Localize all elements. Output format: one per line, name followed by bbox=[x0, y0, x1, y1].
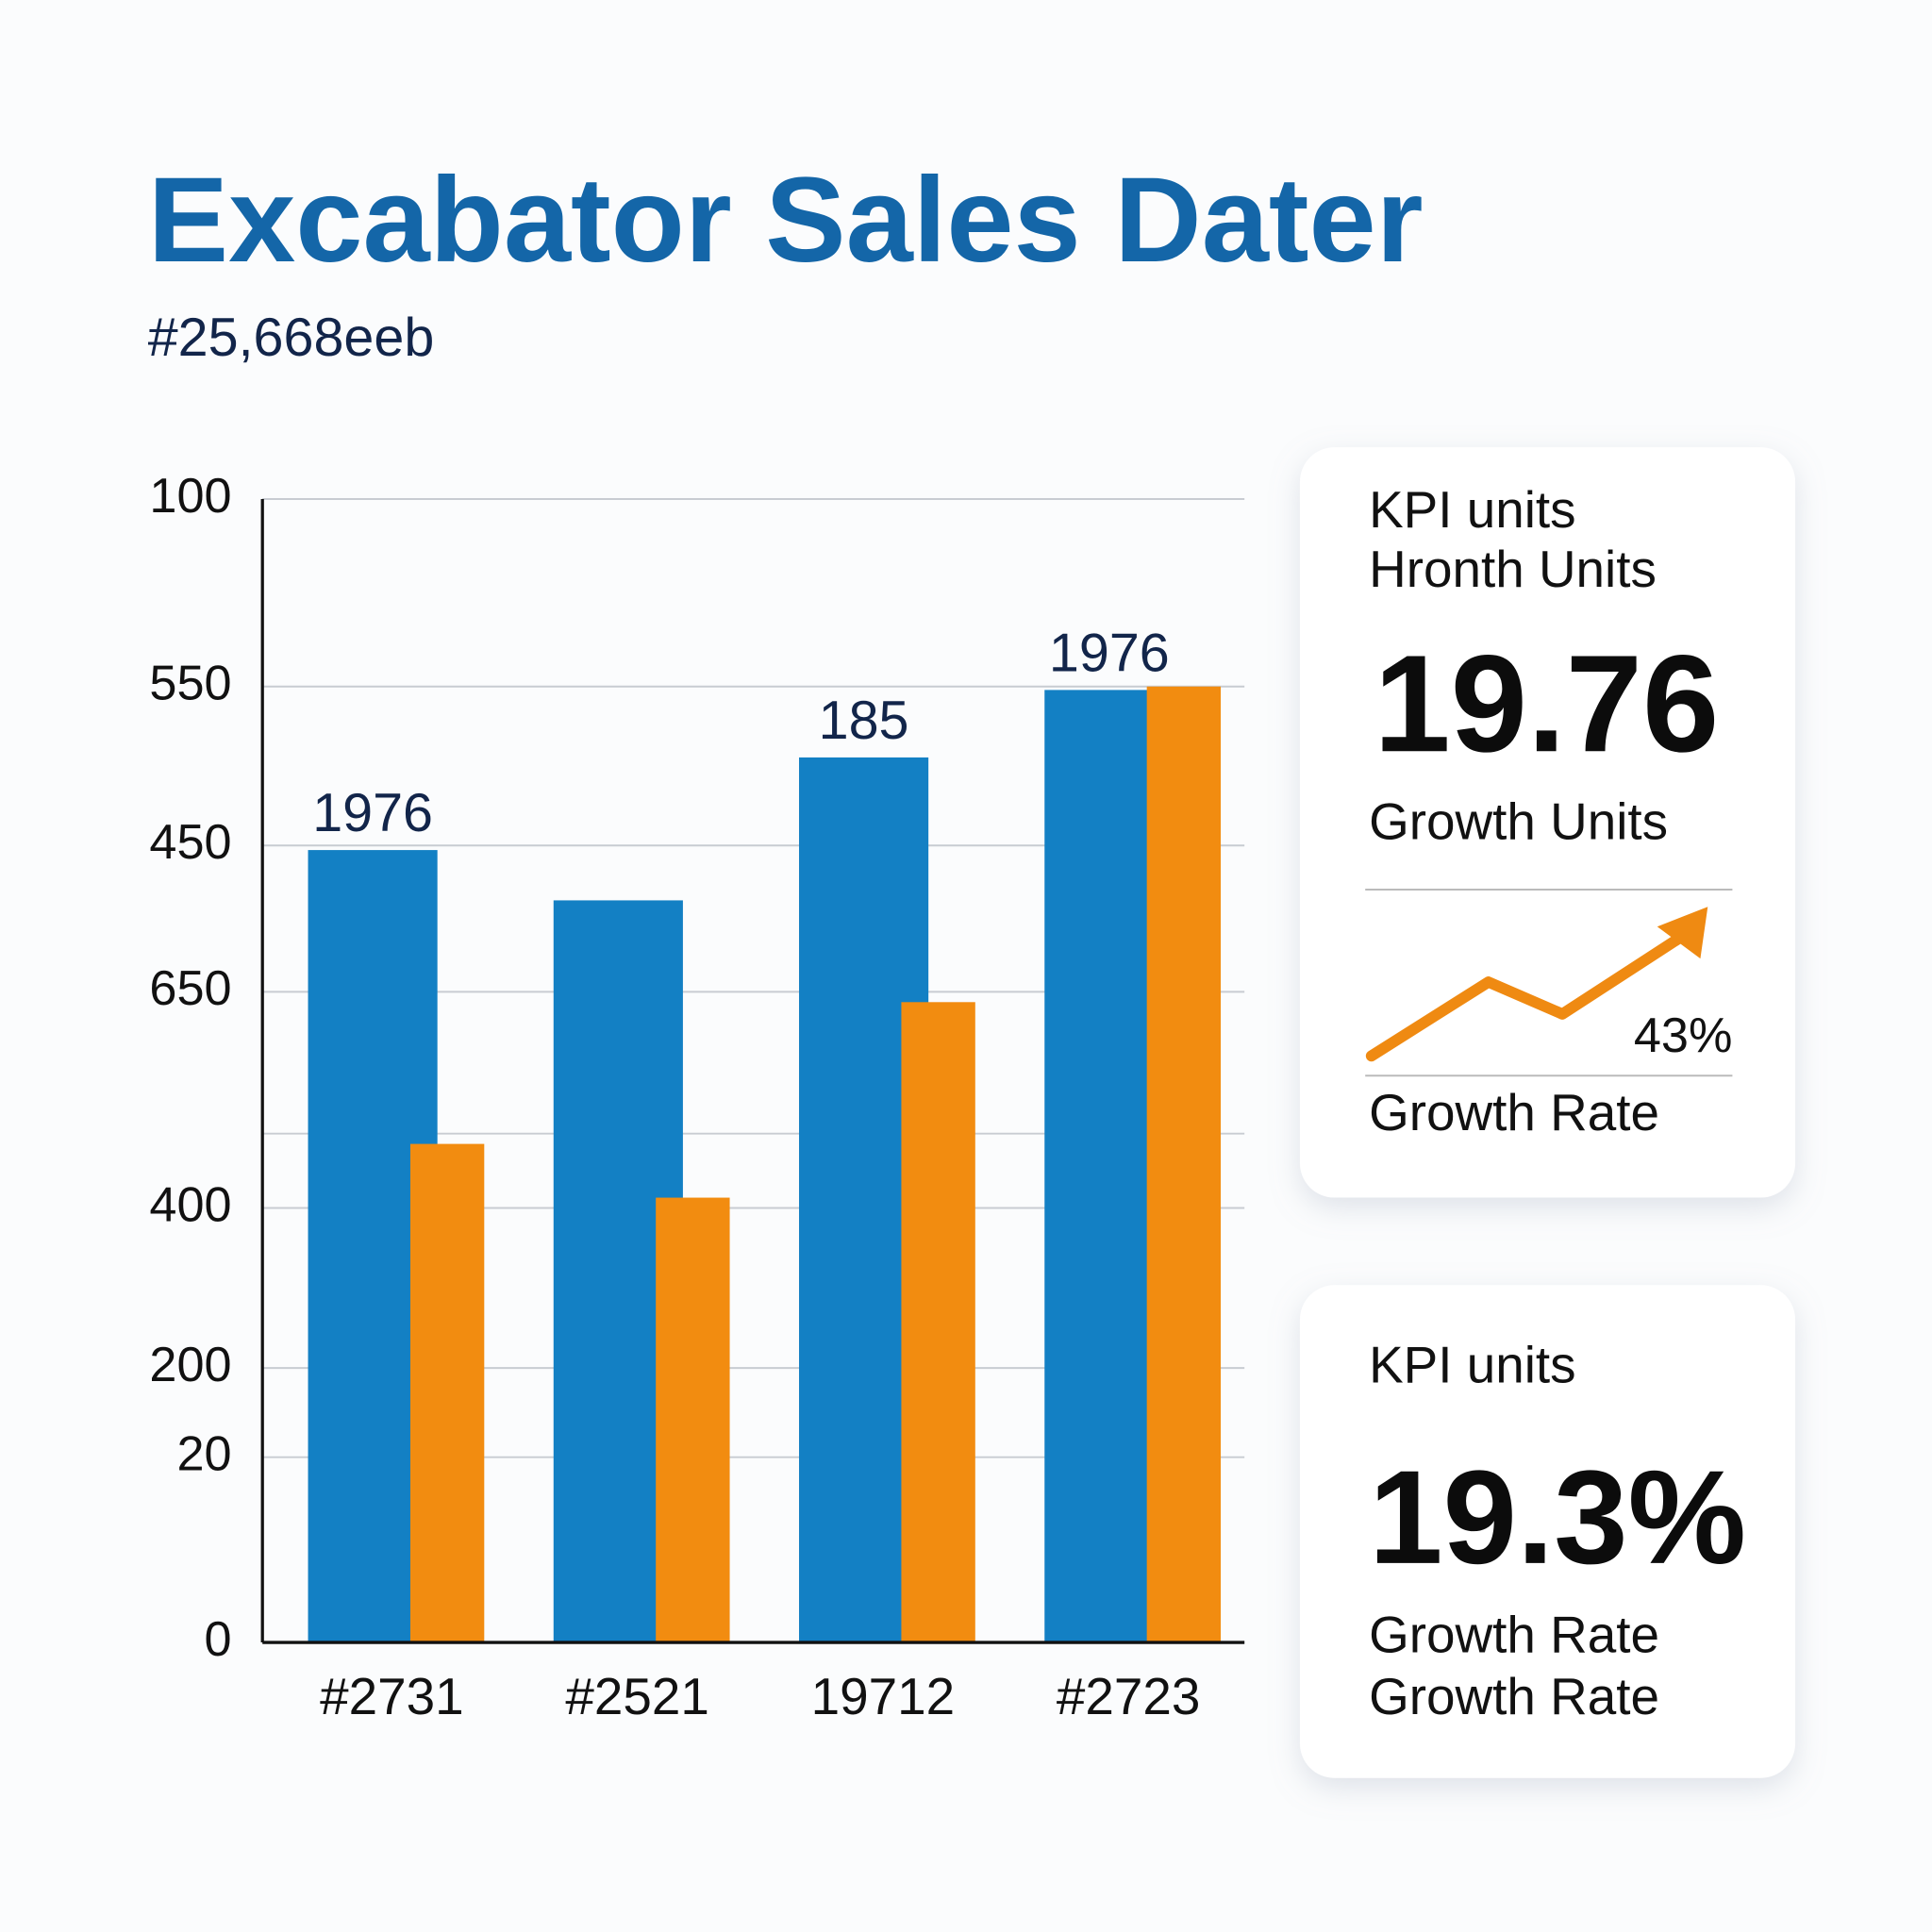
data-label: 1976 bbox=[1049, 623, 1170, 683]
trend-arrow bbox=[1657, 907, 1708, 959]
x-tick-label: 19712 bbox=[811, 1667, 956, 1725]
kpi-footer: Growth Rate bbox=[1369, 1083, 1659, 1141]
bar bbox=[901, 1002, 975, 1643]
x-tick-label: #2723 bbox=[1057, 1667, 1201, 1725]
kpi-caption: Growth Rate bbox=[1369, 1606, 1659, 1664]
trend-line bbox=[1365, 930, 1688, 1062]
plot: 0 20 200 400 650 450 550 100 #2731 1976 #2521 19712… bbox=[149, 469, 1245, 1725]
chart-title: Excabator Sales Dater bbox=[148, 153, 1424, 288]
kpi-value: 19.76 bbox=[1374, 626, 1719, 780]
y-tick-label: 20 bbox=[176, 1427, 231, 1482]
y-tick-label: 100 bbox=[149, 469, 231, 524]
bar bbox=[656, 1197, 730, 1643]
kpi-trend-label: 43% bbox=[1634, 1008, 1733, 1063]
data-label: 185 bbox=[819, 691, 909, 751]
y-tick-label: 0 bbox=[204, 1612, 231, 1667]
x-tick-label: #2731 bbox=[320, 1667, 464, 1725]
x-tick-label: #2521 bbox=[565, 1667, 709, 1725]
y-tick-label: 550 bbox=[149, 657, 231, 711]
kpi-footer: Growth Rate bbox=[1369, 1667, 1659, 1725]
kpi-value: 19.3% bbox=[1369, 1442, 1746, 1591]
kpi-card bbox=[1299, 1285, 1796, 1778]
kpi-card bbox=[1299, 447, 1796, 1198]
bar bbox=[409, 1143, 485, 1643]
bar bbox=[1146, 686, 1222, 1643]
kpi-title: KPI units bbox=[1369, 480, 1575, 539]
data-label: 1976 bbox=[312, 783, 433, 843]
y-tick-label: 650 bbox=[149, 961, 231, 1016]
kpi-caption: Growth Units bbox=[1369, 792, 1668, 851]
y-tick-label: 400 bbox=[149, 1177, 231, 1232]
kpi-subtitle: Hronth Units bbox=[1369, 540, 1657, 598]
y-tick-label: 200 bbox=[149, 1338, 231, 1392]
kpi-title: KPI units bbox=[1369, 1336, 1575, 1394]
y-tick-label: 450 bbox=[149, 815, 231, 870]
chart-subtitle: #25,668eeb bbox=[148, 308, 435, 368]
